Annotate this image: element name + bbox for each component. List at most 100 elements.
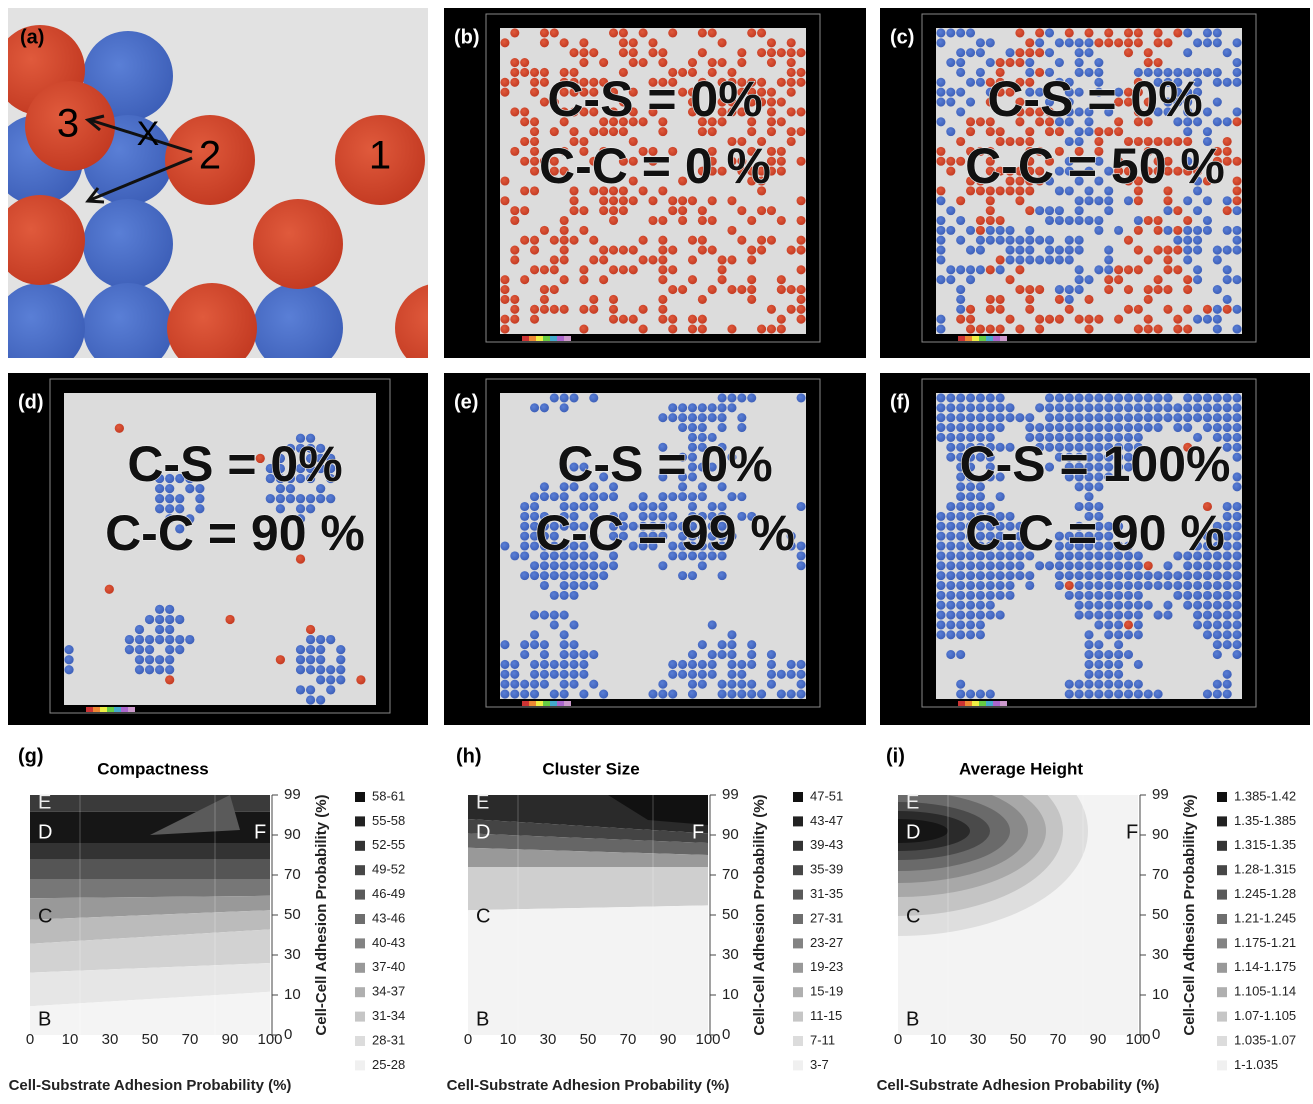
cell (976, 78, 985, 87)
cell (550, 660, 559, 669)
legend-label: 15-19 (810, 984, 843, 999)
cell (1104, 690, 1113, 699)
cell (727, 660, 736, 669)
cell (1213, 255, 1222, 264)
color-bar (550, 336, 557, 341)
cell (747, 680, 756, 689)
cell (1075, 275, 1084, 284)
cell (1154, 285, 1163, 294)
cell (125, 645, 134, 654)
cell (1104, 265, 1113, 274)
cell (1144, 255, 1153, 264)
legend-label: 34-37 (372, 984, 405, 999)
cell (560, 660, 569, 669)
cell (996, 423, 1005, 432)
cell (1094, 413, 1103, 422)
legend-label: 23-27 (810, 935, 843, 950)
cell (316, 665, 325, 674)
cell (1015, 255, 1024, 264)
cell (976, 561, 985, 570)
cell (698, 413, 707, 422)
cell (500, 285, 509, 294)
cell (1025, 423, 1034, 432)
cell (540, 561, 549, 570)
cell (1233, 236, 1242, 245)
cell (579, 670, 588, 679)
cell (1005, 315, 1014, 324)
cell (550, 393, 559, 402)
cell (540, 38, 549, 47)
cell (560, 393, 569, 402)
cell (946, 88, 955, 97)
cell (936, 255, 945, 264)
cell (1134, 620, 1143, 629)
cell (629, 246, 638, 255)
cell (64, 645, 73, 654)
legend-label: 7-11 (810, 1032, 835, 1047)
cell (1114, 591, 1123, 600)
cell (946, 413, 955, 422)
cell (510, 107, 519, 116)
cell (718, 650, 727, 659)
cell (976, 68, 985, 77)
contour-band (30, 879, 270, 898)
cell (135, 665, 144, 674)
cell (1045, 28, 1054, 37)
cell (737, 492, 746, 501)
cell (1173, 591, 1182, 600)
cell (767, 670, 776, 679)
cell (629, 38, 638, 47)
cell (1005, 48, 1014, 57)
cell (1213, 620, 1222, 629)
cell (986, 423, 995, 432)
cell (155, 635, 164, 644)
cell (956, 601, 965, 610)
cell (336, 645, 345, 654)
cell (1094, 216, 1103, 225)
cell (510, 28, 519, 37)
y-axis-label: Cell-Cell Adhesion Probability (%) (313, 794, 330, 1035)
cell (1124, 28, 1133, 37)
cell (639, 325, 648, 334)
cell (1233, 601, 1242, 610)
cell (668, 28, 677, 37)
cell (996, 611, 1005, 620)
cell (530, 236, 539, 245)
cell (757, 236, 766, 245)
cell (996, 581, 1005, 590)
cell (986, 58, 995, 67)
blocked-mark: X (137, 115, 160, 153)
cell (1223, 393, 1232, 402)
cell (569, 660, 578, 669)
cell (1104, 285, 1113, 294)
simulation-panel: (f)C-S = 100%C-C = 90 % (880, 373, 1310, 725)
cell (609, 246, 618, 255)
cell (1233, 561, 1242, 570)
cell (579, 226, 588, 235)
cell (767, 58, 776, 67)
legend-label: 11-15 (810, 1008, 842, 1023)
cell (986, 236, 995, 245)
cell (1094, 423, 1103, 432)
cell (1005, 226, 1014, 235)
cell (550, 690, 559, 699)
cell (1183, 285, 1192, 294)
cell (1015, 561, 1024, 570)
legend-label: 28-31 (372, 1032, 405, 1047)
cell (1134, 28, 1143, 37)
cell (500, 541, 509, 550)
cell (946, 581, 955, 590)
cell (1114, 561, 1123, 570)
cell (767, 206, 776, 215)
cell (1045, 423, 1054, 432)
cell (1134, 611, 1143, 620)
cell (668, 413, 677, 422)
legend-swatch (355, 938, 365, 948)
cell (1183, 275, 1192, 284)
cell (946, 601, 955, 610)
color-bar (536, 336, 543, 341)
cell (1065, 561, 1074, 570)
cell (1163, 196, 1172, 205)
y-axis-label: Cell-Cell Adhesion Probability (%) (1181, 794, 1198, 1035)
cell (936, 97, 945, 106)
